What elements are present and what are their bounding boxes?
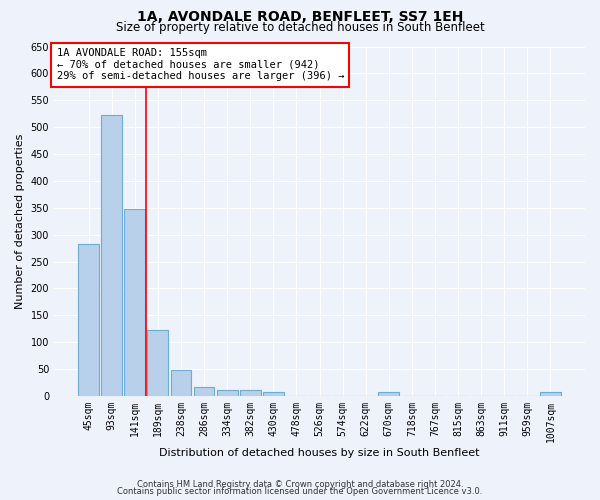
Bar [194,387,214,396]
Text: 1A, AVONDALE ROAD, BENFLEET, SS7 1EH: 1A, AVONDALE ROAD, BENFLEET, SS7 1EH [137,10,463,24]
Bar [148,330,168,396]
Text: 1A AVONDALE ROAD: 155sqm
← 70% of detached houses are smaller (942)
29% of semi-: 1A AVONDALE ROAD: 155sqm ← 70% of detach… [56,48,344,82]
Bar [379,392,399,396]
Text: Contains public sector information licensed under the Open Government Licence v3: Contains public sector information licen… [118,487,482,496]
Text: Contains HM Land Registry data © Crown copyright and database right 2024.: Contains HM Land Registry data © Crown c… [137,480,463,489]
Bar [240,390,260,396]
Bar [170,370,191,396]
Bar [101,116,122,396]
Bar [217,390,238,396]
Bar [124,210,145,396]
Text: Size of property relative to detached houses in South Benfleet: Size of property relative to detached ho… [116,21,484,34]
X-axis label: Distribution of detached houses by size in South Benfleet: Distribution of detached houses by size … [159,448,480,458]
Bar [540,392,561,396]
Bar [263,392,284,396]
Y-axis label: Number of detached properties: Number of detached properties [15,134,25,309]
Bar [78,244,99,396]
